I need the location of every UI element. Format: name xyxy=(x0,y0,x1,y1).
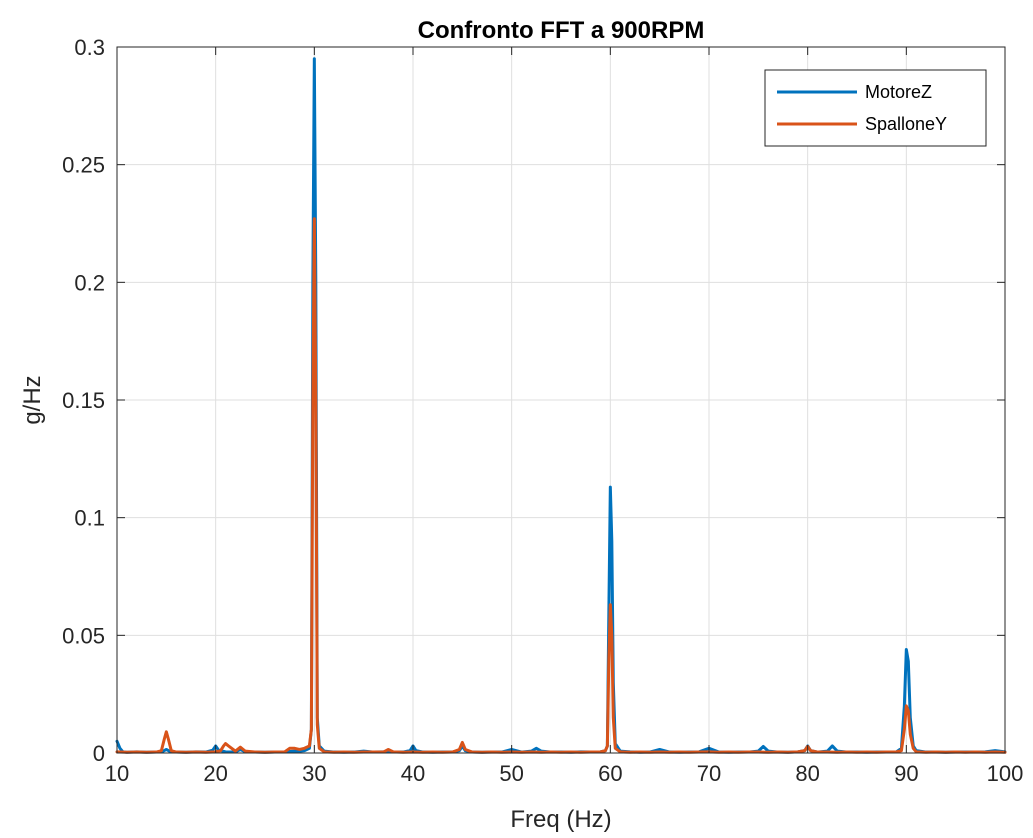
legend: MotoreZ SpalloneY xyxy=(764,69,987,147)
y-tick-label: 0.2 xyxy=(74,270,105,295)
x-tick-label: 80 xyxy=(795,761,819,786)
x-tick-label: 90 xyxy=(894,761,918,786)
legend-label-motorez: MotoreZ xyxy=(865,82,932,102)
y-axis-title: g/Hz xyxy=(19,375,46,424)
legend-box xyxy=(764,69,987,147)
x-tick-label: 70 xyxy=(697,761,721,786)
x-tick-label: 50 xyxy=(499,761,523,786)
axis-ticks: 10 20 30 40 50 60 70 80 90 100 0 0.05 0.1 0.15 0.2 0.25… xyxy=(62,35,1023,786)
y-tick-label: 0 xyxy=(93,741,105,766)
chart-title: Confronto FFT a 900RPM xyxy=(418,17,705,44)
x-tick-label: 20 xyxy=(203,761,227,786)
x-tick-label: 30 xyxy=(302,761,326,786)
series-lines xyxy=(115,57,1007,754)
y-tick-label: 0.25 xyxy=(62,153,105,178)
x-tick-label: 100 xyxy=(987,761,1024,786)
y-tick-label: 0.3 xyxy=(74,35,105,60)
x-tick-label: 10 xyxy=(105,761,129,786)
series-line-spalloney xyxy=(115,217,1007,754)
x-tick-label: 60 xyxy=(598,761,622,786)
y-tick-label: 0.1 xyxy=(74,506,105,531)
legend-label-spalloney: SpalloneY xyxy=(865,114,947,134)
x-axis-title: Freq (Hz) xyxy=(510,806,611,833)
y-tick-label: 0.05 xyxy=(62,623,105,648)
x-tick-label: 40 xyxy=(401,761,425,786)
y-tick-label: 0.15 xyxy=(62,388,105,413)
